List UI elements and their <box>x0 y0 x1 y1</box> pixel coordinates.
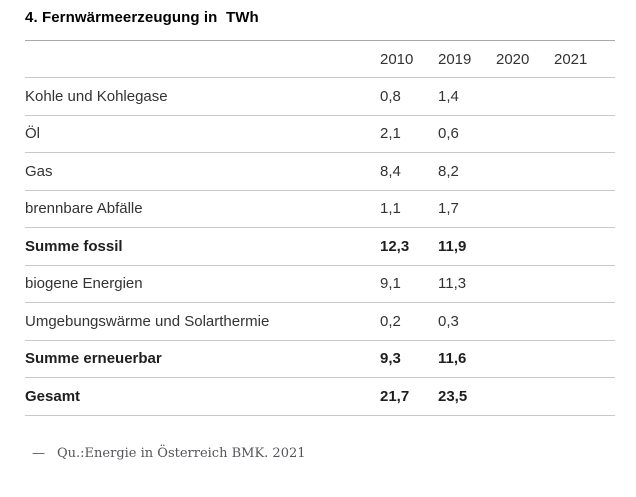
column-header-2020: 2020 <box>496 40 554 77</box>
table-row-gesamt: Gesamt 21,7 23,5 <box>25 377 615 415</box>
value-cell <box>496 377 554 415</box>
value-cell: 1,7 <box>438 189 496 228</box>
row-label: Umgebungswärme und Solarthermie <box>25 302 380 340</box>
value-cell <box>496 77 554 115</box>
value-cell <box>496 227 554 265</box>
value-cell <box>496 264 554 303</box>
value-cell: 0,8 <box>380 77 438 115</box>
column-header-2019: 2019 <box>438 40 496 77</box>
table-title: 4. Fernwärmeerzeugung in TWh <box>25 9 259 26</box>
value-cell <box>496 302 554 340</box>
table-row-umgebungswaerme-und-solarthermie: Umgebungswärme und Solarthermie 0,2 0,3 <box>25 302 615 340</box>
district-heating-table: 2010 2019 2020 2021 Kohle und Kohlegase … <box>25 40 615 416</box>
footnote-source-text: Qu.:Energie in Österreich BMK. 2021 <box>57 445 306 461</box>
value-cell <box>496 152 554 190</box>
table-header-row: 2010 2019 2020 2021 <box>25 40 615 77</box>
table-row-summe-fossil: Summe fossil 12,3 11,9 <box>25 227 615 265</box>
value-cell <box>554 114 615 153</box>
row-label: Gas <box>25 152 380 190</box>
footnote-dash: — <box>32 445 45 461</box>
value-cell: 0,6 <box>438 114 496 153</box>
header-label-spacer <box>25 40 380 77</box>
row-label: Gesamt <box>25 377 380 415</box>
value-cell: 21,7 <box>380 377 438 415</box>
table-row-summe-erneuerbar: Summe erneuerbar 9,3 11,6 <box>25 339 615 378</box>
value-cell <box>554 77 615 115</box>
column-header-2021: 2021 <box>554 40 615 77</box>
value-cell <box>496 189 554 228</box>
value-cell: 0,2 <box>380 302 438 340</box>
value-cell <box>554 377 615 415</box>
value-cell: 0,3 <box>438 302 496 340</box>
source-footnote: — Qu.:Energie in Österreich BMK. 2021 <box>25 446 615 461</box>
value-cell: 23,5 <box>438 377 496 415</box>
value-cell <box>496 114 554 153</box>
table-row-gas: Gas 8,4 8,2 <box>25 152 615 190</box>
value-cell: 8,4 <box>380 152 438 190</box>
value-cell <box>554 152 615 190</box>
value-cell <box>554 302 615 340</box>
row-label: Summe erneuerbar <box>25 339 380 378</box>
value-cell: 9,1 <box>380 264 438 303</box>
row-label: brennbare Abfälle <box>25 189 380 228</box>
value-cell: 1,4 <box>438 77 496 115</box>
value-cell: 11,9 <box>438 227 496 265</box>
value-cell <box>496 339 554 378</box>
value-cell: 11,3 <box>438 264 496 303</box>
row-label: Summe fossil <box>25 227 380 265</box>
value-cell <box>554 264 615 303</box>
row-label: biogene Energien <box>25 264 380 303</box>
value-cell: 1,1 <box>380 189 438 228</box>
value-cell: 12,3 <box>380 227 438 265</box>
row-label: Kohle und Kohlegase <box>25 77 380 115</box>
value-cell: 8,2 <box>438 152 496 190</box>
column-header-2010: 2010 <box>380 40 438 77</box>
value-cell: 2,1 <box>380 114 438 153</box>
table-row-biogene-energien: biogene Energien 9,1 11,3 <box>25 264 615 303</box>
table-row-kohle-und-kohlegase: Kohle und Kohlegase 0,8 1,4 <box>25 77 615 115</box>
value-cell: 11,6 <box>438 339 496 378</box>
table-row-oel: Öl 2,1 0,6 <box>25 114 615 153</box>
value-cell <box>554 339 615 378</box>
page: 4. Fernwärmeerzeugung in TWh 2010 2019 2… <box>25 9 615 461</box>
table-row-brennbare-abfaelle: brennbare Abfälle 1,1 1,7 <box>25 189 615 228</box>
value-cell <box>554 189 615 228</box>
row-label: Öl <box>25 114 380 153</box>
value-cell: 9,3 <box>380 339 438 378</box>
value-cell <box>554 227 615 265</box>
